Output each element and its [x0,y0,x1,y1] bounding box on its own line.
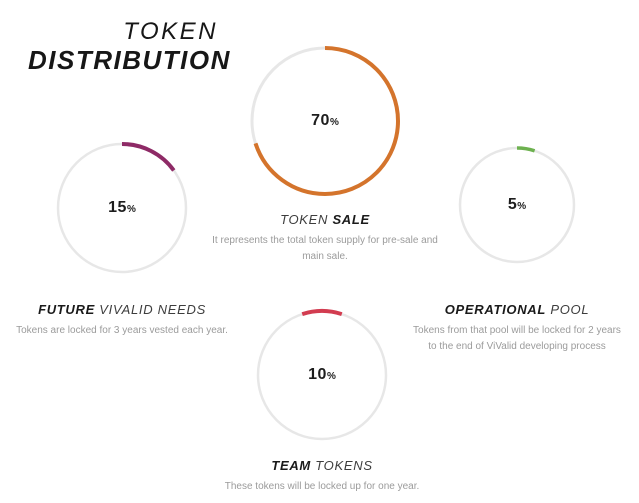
donut-chart-future-vivalid-needs: 15% [55,141,189,275]
chart-description: Tokens from that pool will be locked for… [413,325,621,352]
chart-heading: OPERATIONAL POOL [444,302,590,317]
percent-label: 70% [311,112,339,129]
ring-value [250,46,400,196]
caption-operational-pool: OPERATIONAL POOL Tokens from that pool w… [412,302,622,355]
chart-heading: FUTURE VIVALID NEEDS [38,302,206,317]
percent-label: 5% [507,196,527,213]
page-title: TOKEN DISTRIBUTION [28,18,231,75]
percent-label: 15% [108,199,136,216]
chart-heading: TOKEN SALE [280,212,370,227]
chart-description: It represents the total token supply for… [212,235,438,262]
page-title-line2: DISTRIBUTION [28,44,231,75]
chart-description: Tokens are locked for 3 years vested eac… [16,325,228,336]
chart-heading: TEAM TOKENS [271,458,373,473]
chart-description: These tokens will be locked up for one y… [224,481,420,492]
donut-chart-team-tokens: 10% [255,308,389,442]
caption-team-tokens: TEAM TOKENS These tokens will be locked … [212,458,432,495]
caption-token-sale: TOKEN SALE It represents the total token… [205,212,445,265]
percent-label: 10% [308,366,336,383]
donut-chart-token-sale: 70% [249,45,401,197]
donut-chart-operational-pool: 5% [457,145,577,265]
caption-future-vivalid-needs: FUTURE VIVALID NEEDS Tokens are locked f… [12,302,232,339]
page-title-line1: TOKEN [123,18,218,45]
ring-value [56,142,188,274]
ring-value [458,146,576,264]
